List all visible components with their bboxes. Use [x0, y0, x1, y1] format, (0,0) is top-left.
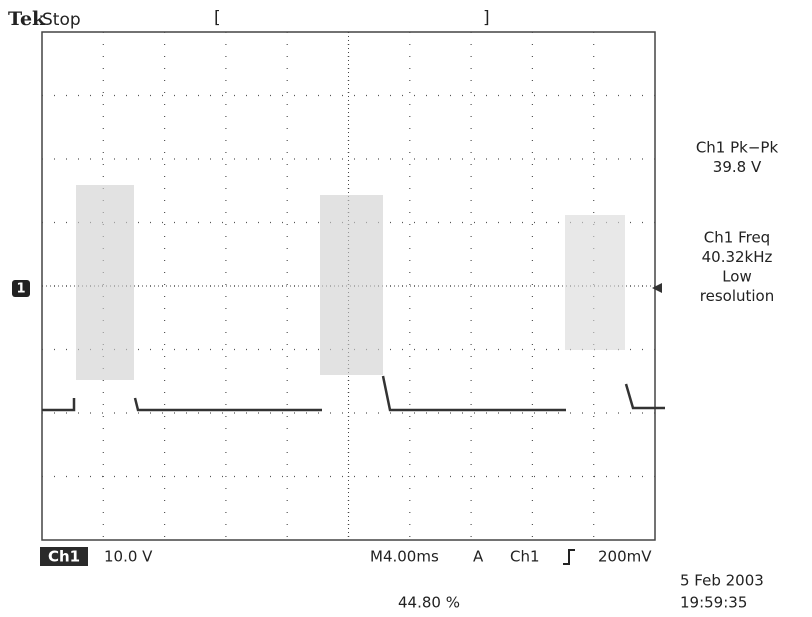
bracket: ]	[483, 8, 490, 28]
measurement-text: Ch1 Pk−Pk	[696, 139, 779, 157]
measurement-text: 40.32kHz	[702, 248, 773, 266]
trigger-position: 44.80 %	[398, 594, 460, 612]
measurement-text: 39.8 V	[713, 158, 762, 176]
volts-per-div: 10.0 V	[104, 548, 153, 566]
channel-marker: 1	[16, 282, 25, 297]
bracket: [	[214, 8, 221, 28]
measurement-text: Ch1 Freq	[704, 229, 770, 247]
signal-burst	[76, 185, 134, 380]
trigger-source: Ch1	[510, 548, 540, 566]
time: 19:59:35	[680, 594, 747, 612]
channel-label: Ch1	[48, 548, 80, 566]
measurement-text: Low	[722, 268, 752, 286]
timebase: M4.00ms	[370, 548, 439, 566]
measurement-text: resolution	[700, 287, 774, 305]
page: Tek Stop [ ] 1 Ch1 Pk−Pk39.8 V Ch1 Freq40…	[0, 0, 812, 617]
trigger-level: 200mV	[598, 548, 652, 566]
run-status: Stop	[42, 10, 81, 30]
brand: Tek	[8, 8, 46, 30]
trigger-mode: A	[473, 548, 484, 566]
signal-burst	[320, 195, 383, 375]
date: 5 Feb 2003	[680, 572, 764, 590]
signal-burst	[565, 215, 625, 350]
scope-screen: Tek Stop [ ] 1 Ch1 Pk−Pk39.8 V Ch1 Freq40…	[0, 0, 812, 617]
